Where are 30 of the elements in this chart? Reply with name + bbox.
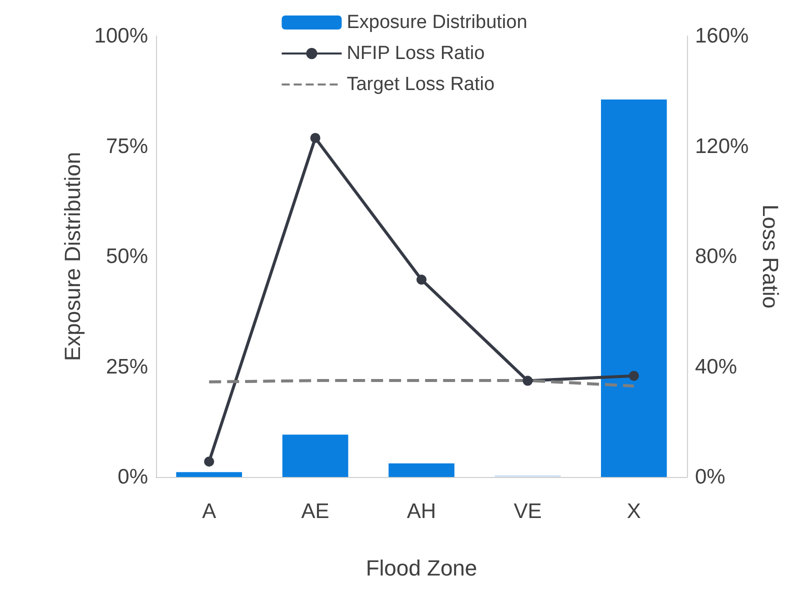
y-tick-label: 75% — [106, 134, 148, 158]
y2-tick-label: 120% — [695, 134, 749, 158]
y-tick-label: 50% — [106, 245, 148, 268]
legend-label: NFIP Loss Ratio — [346, 43, 485, 64]
point — [628, 370, 639, 381]
y2-axis-title: Loss Ratio — [758, 204, 784, 308]
bar — [600, 100, 667, 477]
x-tick-label: AE — [301, 500, 330, 523]
bar — [282, 434, 348, 477]
y-tick-label: 25% — [106, 355, 148, 378]
legend-label: Exposure Distribution — [346, 12, 528, 33]
y-axis-title: Exposure Distribution — [60, 152, 85, 362]
x-tick-label: A — [202, 500, 216, 523]
point — [204, 456, 214, 467]
y2-tick-label: 160% — [695, 24, 749, 48]
x-tick-label: X — [626, 500, 641, 523]
y2-tick-label: 0% — [695, 466, 726, 488]
y2-tick-label: 40% — [695, 355, 738, 378]
point — [310, 132, 320, 143]
x-tick-label: VE — [514, 500, 542, 523]
y2-tick-label: 80% — [695, 245, 738, 268]
legend-label: Target Loss Ratio — [346, 74, 495, 95]
x-tick-label: AH — [406, 500, 436, 523]
point — [522, 376, 533, 386]
point — [416, 274, 426, 285]
y-tick-label: 100% — [94, 24, 148, 48]
y-tick-label: 0% — [118, 466, 148, 488]
bar — [388, 463, 454, 477]
bar — [176, 472, 242, 477]
x-axis-title: Flood Zone — [366, 556, 478, 580]
